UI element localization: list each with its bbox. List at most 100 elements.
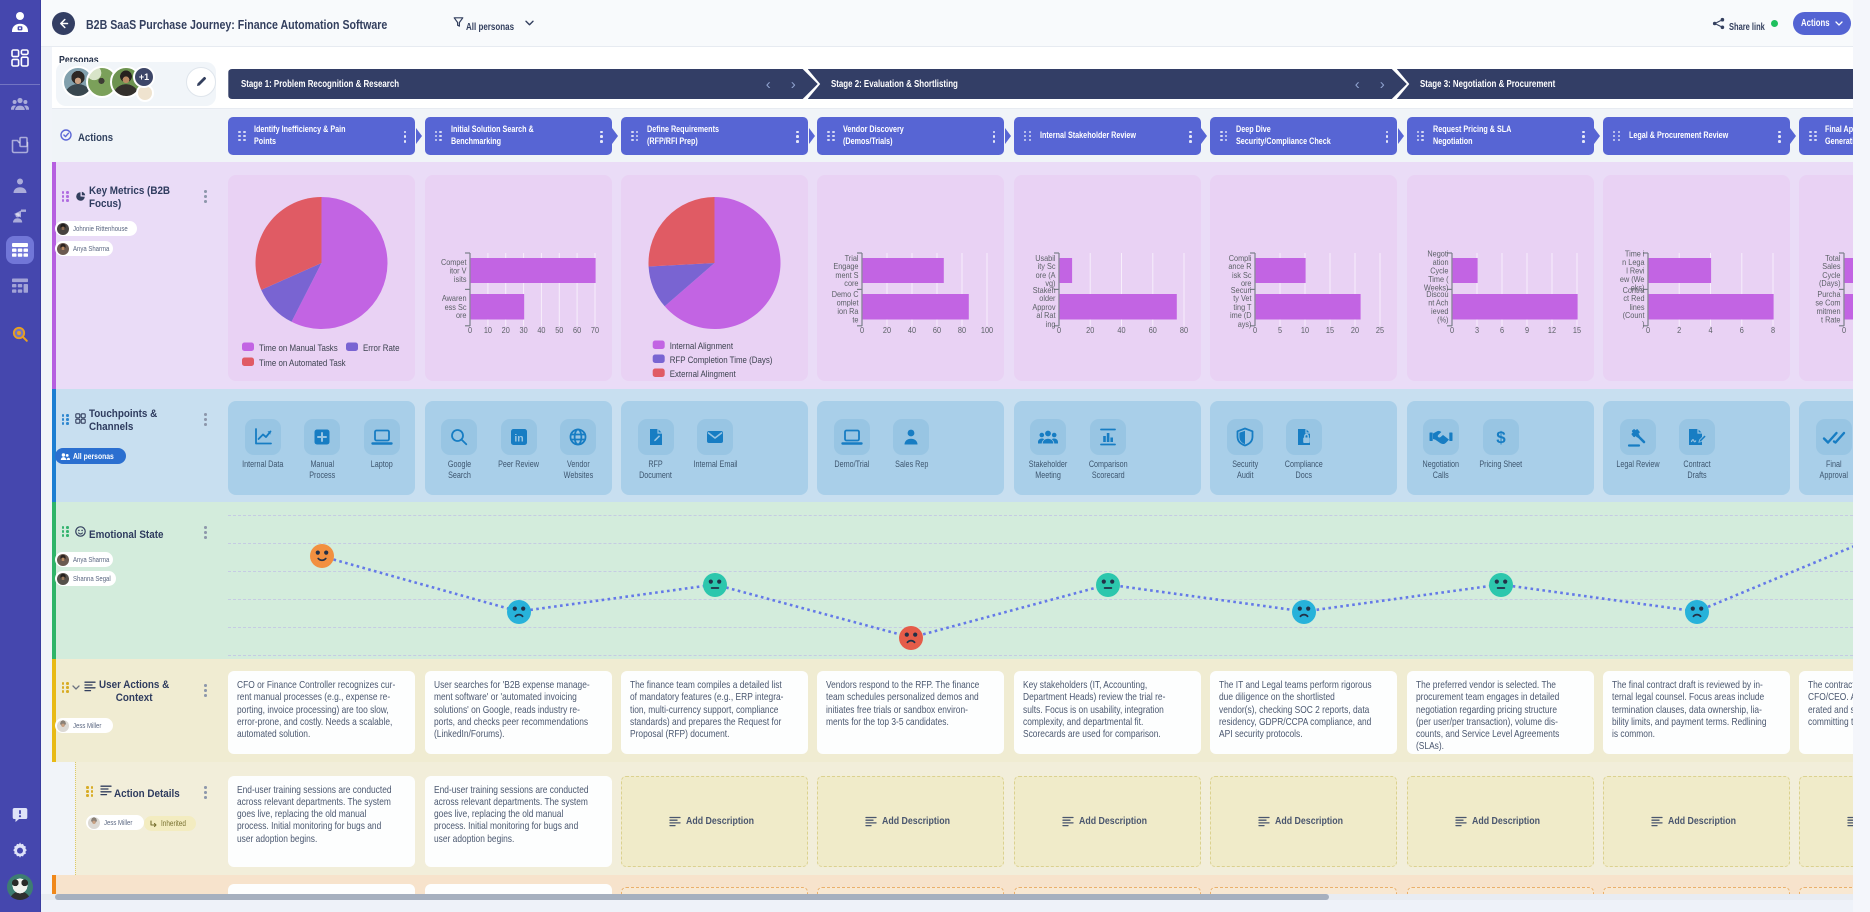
svg-text:15: 15 bbox=[1326, 325, 1335, 335]
svg-text:3: 3 bbox=[1474, 325, 1479, 335]
svg-text:Compli: Compli bbox=[1229, 253, 1252, 263]
svg-text:Total: Total bbox=[1825, 253, 1841, 263]
svg-text:25: 25 bbox=[1376, 325, 1385, 335]
svg-text:ity Sc: ity Sc bbox=[1037, 262, 1055, 272]
svg-text:Approv: Approv bbox=[1032, 302, 1055, 312]
svg-text:Negoti: Negoti bbox=[1427, 249, 1448, 259]
svg-text:Purcha: Purcha bbox=[1818, 289, 1842, 299]
svg-text:ion Ra: ion Ra bbox=[838, 306, 860, 316]
svg-text:0: 0 bbox=[1646, 325, 1651, 335]
svg-text:Securi: Securi bbox=[1231, 285, 1252, 295]
svg-text:80: 80 bbox=[1180, 325, 1189, 335]
svg-text:Error Rate: Error Rate bbox=[363, 343, 400, 354]
svg-text:10: 10 bbox=[1301, 325, 1310, 335]
svg-text:8: 8 bbox=[1771, 325, 1776, 335]
svg-text:eks): eks) bbox=[1631, 283, 1645, 293]
svg-text:20: 20 bbox=[1086, 325, 1095, 335]
svg-text:t Rate: t Rate bbox=[1821, 315, 1841, 325]
svg-text:ess Sc: ess Sc bbox=[444, 302, 466, 312]
svg-text:ieved: ieved bbox=[1431, 306, 1448, 316]
svg-text:lines: lines bbox=[1629, 302, 1644, 312]
svg-text:20: 20 bbox=[501, 325, 510, 335]
svg-text:40: 40 bbox=[1117, 325, 1126, 335]
svg-text:External Alingment: External Alingment bbox=[670, 369, 737, 380]
svg-text:omplet: omplet bbox=[837, 298, 860, 308]
svg-text:ty Vet: ty Vet bbox=[1233, 294, 1252, 304]
svg-text:50: 50 bbox=[555, 325, 564, 335]
svg-text:4: 4 bbox=[1708, 325, 1713, 335]
svg-text:6: 6 bbox=[1499, 325, 1504, 335]
svg-text:12: 12 bbox=[1547, 325, 1556, 335]
svg-text:Time i: Time i bbox=[1625, 249, 1645, 259]
svg-text:ation: ation bbox=[1432, 257, 1448, 267]
svg-text:Demo C: Demo C bbox=[832, 289, 859, 299]
svg-text:40: 40 bbox=[908, 325, 917, 335]
svg-text:10: 10 bbox=[483, 325, 492, 335]
svg-text:(Days): (Days) bbox=[1819, 279, 1841, 289]
svg-text:Awaren: Awaren bbox=[442, 294, 467, 304]
svg-text:ing: ing bbox=[1046, 319, 1056, 329]
svg-text:0: 0 bbox=[468, 325, 473, 335]
svg-text:ore: ore bbox=[1241, 279, 1252, 289]
svg-text:in: in bbox=[514, 433, 523, 445]
svg-text:Usabil: Usabil bbox=[1035, 253, 1055, 263]
svg-text:Time (: Time ( bbox=[1428, 274, 1449, 284]
svg-text:60: 60 bbox=[933, 325, 942, 335]
svg-text:0: 0 bbox=[1842, 325, 1847, 335]
svg-text:40: 40 bbox=[537, 325, 546, 335]
svg-text:Engage: Engage bbox=[834, 262, 860, 272]
svg-text:l Revi: l Revi bbox=[1626, 266, 1644, 276]
svg-text:ore (A: ore (A bbox=[1035, 270, 1056, 280]
svg-text:RFP Completion Time (Days): RFP Completion Time (Days) bbox=[670, 355, 773, 366]
svg-text:ance R: ance R bbox=[1229, 262, 1252, 272]
svg-text:Cycle: Cycle bbox=[1822, 270, 1841, 280]
svg-text:Weeks): Weeks) bbox=[1423, 283, 1448, 293]
svg-text:Sales: Sales bbox=[1822, 262, 1840, 272]
svg-text:ct Red: ct Red bbox=[1623, 294, 1644, 304]
svg-text:60: 60 bbox=[1149, 325, 1158, 335]
svg-text:2: 2 bbox=[1677, 325, 1682, 335]
svg-text:se Com: se Com bbox=[1816, 298, 1841, 308]
svg-text:(Count: (Count bbox=[1622, 311, 1645, 321]
svg-text:core: core bbox=[845, 279, 860, 289]
svg-text:ment S: ment S bbox=[836, 270, 859, 280]
svg-text:vg): vg) bbox=[1045, 279, 1055, 289]
svg-text:n Lega: n Lega bbox=[1622, 257, 1645, 267]
svg-text:isits: isits bbox=[454, 274, 467, 284]
svg-text:60: 60 bbox=[573, 325, 582, 335]
svg-text:ore: ore bbox=[456, 311, 467, 321]
svg-text:Trial: Trial bbox=[845, 253, 859, 263]
svg-text:te: te bbox=[853, 315, 860, 325]
svg-text:100: 100 bbox=[981, 325, 994, 335]
svg-text:older: older bbox=[1039, 294, 1056, 304]
svg-text:ime (D: ime (D bbox=[1230, 311, 1252, 321]
svg-text:5: 5 bbox=[1278, 325, 1283, 335]
svg-text:isk Sc: isk Sc bbox=[1232, 270, 1251, 280]
svg-text:ays): ays) bbox=[1238, 319, 1252, 329]
svg-text:ting T: ting T bbox=[1234, 302, 1252, 312]
svg-text:30: 30 bbox=[519, 325, 528, 335]
svg-text:6: 6 bbox=[1740, 325, 1745, 335]
svg-text:Stakeh: Stakeh bbox=[1033, 285, 1056, 295]
svg-text:20: 20 bbox=[1351, 325, 1360, 335]
svg-text:Discou: Discou bbox=[1426, 289, 1448, 299]
svg-text:Internal Alignment: Internal Alignment bbox=[670, 341, 734, 352]
svg-text:20: 20 bbox=[883, 325, 892, 335]
svg-text:mitmen: mitmen bbox=[1817, 306, 1841, 316]
svg-text:0: 0 bbox=[1057, 325, 1062, 335]
svg-text:Cycle: Cycle bbox=[1430, 266, 1449, 276]
svg-text:): ) bbox=[1642, 319, 1645, 329]
svg-text:0: 0 bbox=[1449, 325, 1454, 335]
svg-text:0: 0 bbox=[860, 325, 865, 335]
svg-text:80: 80 bbox=[958, 325, 967, 335]
svg-text:Contra: Contra bbox=[1622, 285, 1644, 295]
svg-text:Compet: Compet bbox=[441, 257, 467, 267]
svg-text:70: 70 bbox=[591, 325, 600, 335]
svg-text:Time on Automated Task: Time on Automated Task bbox=[259, 358, 346, 369]
svg-text:itor V: itor V bbox=[449, 266, 467, 276]
svg-text:$: $ bbox=[1496, 428, 1506, 447]
svg-text:9: 9 bbox=[1524, 325, 1529, 335]
svg-text:nt Ach: nt Ach bbox=[1428, 298, 1448, 308]
svg-text:Time on Manual Tasks: Time on Manual Tasks bbox=[259, 343, 338, 354]
svg-text:ew (We: ew (We bbox=[1620, 274, 1645, 284]
